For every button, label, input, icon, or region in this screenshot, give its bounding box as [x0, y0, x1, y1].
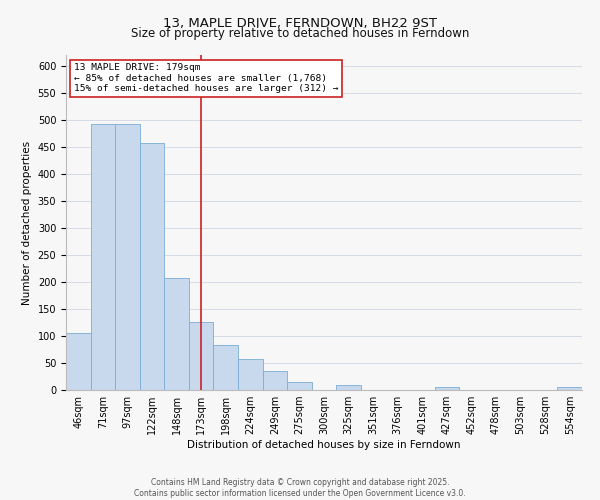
Bar — [66, 334, 91, 390]
Bar — [287, 382, 312, 390]
Bar — [214, 345, 238, 390]
Bar — [434, 388, 459, 390]
X-axis label: Distribution of detached houses by size in Ferndown: Distribution of detached houses by size … — [187, 440, 461, 450]
Bar — [140, 143, 164, 390]
Text: 13, MAPLE DRIVE, FERNDOWN, BH22 9ST: 13, MAPLE DRIVE, FERNDOWN, BH22 9ST — [163, 18, 437, 30]
Bar — [336, 384, 361, 390]
Bar — [557, 388, 582, 390]
Bar — [189, 322, 214, 390]
Bar — [263, 370, 287, 390]
Bar — [115, 124, 140, 390]
Text: Size of property relative to detached houses in Ferndown: Size of property relative to detached ho… — [131, 28, 469, 40]
Bar — [164, 278, 189, 390]
Text: Contains HM Land Registry data © Crown copyright and database right 2025.
Contai: Contains HM Land Registry data © Crown c… — [134, 478, 466, 498]
Bar — [91, 124, 115, 390]
Bar — [238, 358, 263, 390]
Y-axis label: Number of detached properties: Number of detached properties — [22, 140, 32, 304]
Text: 13 MAPLE DRIVE: 179sqm
← 85% of detached houses are smaller (1,768)
15% of semi-: 13 MAPLE DRIVE: 179sqm ← 85% of detached… — [74, 64, 338, 93]
